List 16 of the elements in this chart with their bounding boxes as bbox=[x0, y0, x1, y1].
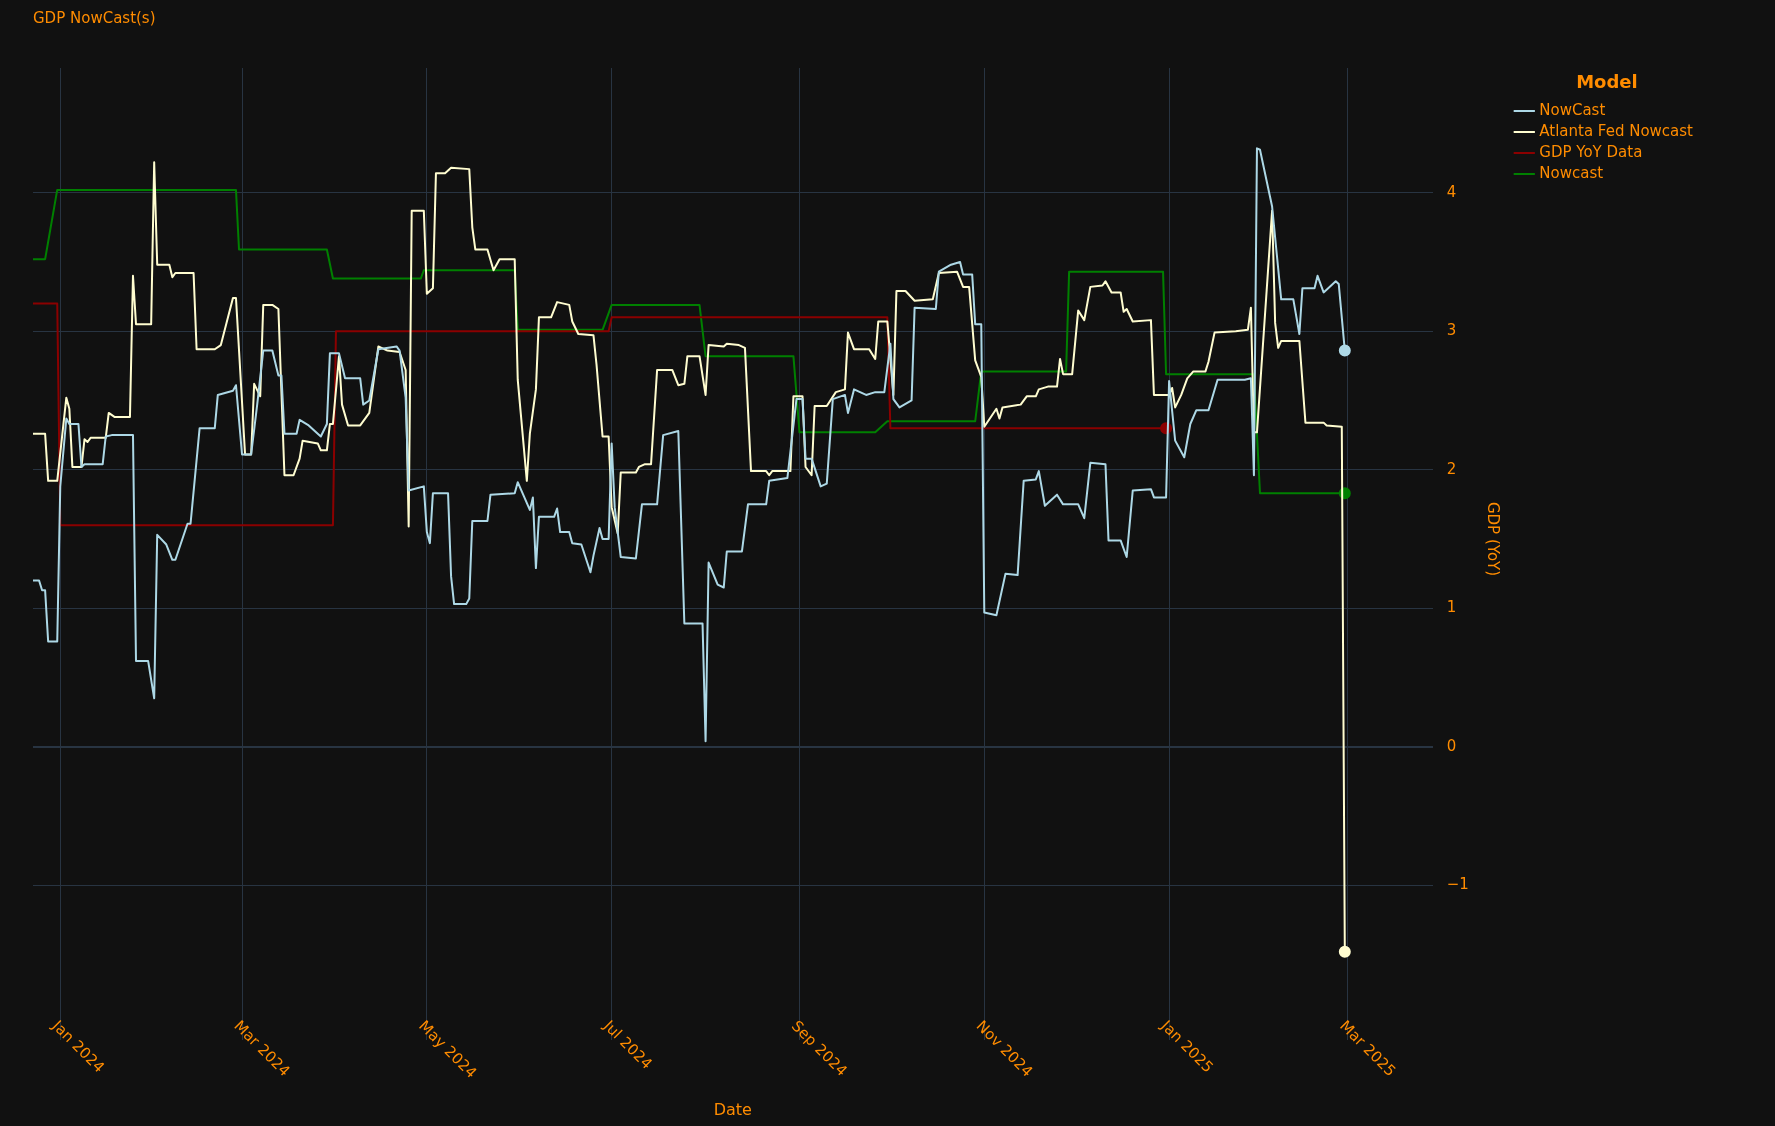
legend-label: NowCast bbox=[1539, 100, 1606, 119]
y-tick-label: 0 bbox=[1446, 736, 1457, 755]
legend-label: Atlanta Fed Nowcast bbox=[1539, 121, 1694, 140]
y-tick-label: −1 bbox=[1446, 875, 1469, 894]
legend-label: Nowcast bbox=[1539, 163, 1604, 182]
y-tick-label: 4 bbox=[1446, 182, 1457, 201]
x-axis-title: Date bbox=[713, 1099, 752, 1119]
point bbox=[1338, 945, 1351, 958]
y-tick-label: 3 bbox=[1446, 321, 1457, 340]
point bbox=[1338, 344, 1351, 357]
chart-title: GDP NowCast(s) bbox=[33, 8, 156, 27]
legend-label: GDP YoY Data bbox=[1539, 142, 1643, 161]
legend-title: Model bbox=[1576, 70, 1638, 92]
y-tick-label: 1 bbox=[1446, 598, 1457, 617]
y-axis-title: GDP (YoY) bbox=[1483, 501, 1502, 577]
y-tick-label: 2 bbox=[1446, 459, 1457, 478]
